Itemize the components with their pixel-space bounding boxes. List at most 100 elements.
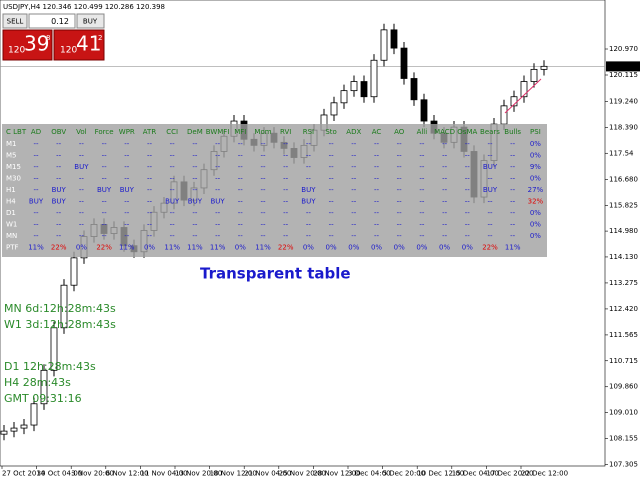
table-cell: 32% — [528, 198, 544, 206]
x-tick-label: 21 Nov 04:00 — [244, 470, 291, 478]
table-cell: -- — [397, 152, 403, 160]
table-cell: -- — [487, 198, 493, 206]
table-cell: -- — [510, 198, 516, 206]
table-cell: -- — [238, 186, 244, 194]
x-tick-label: 3 Dec 04:00 — [348, 470, 391, 478]
table-cell: 0% — [235, 244, 246, 252]
table-cell: -- — [124, 152, 130, 160]
table-cell: BUY — [165, 198, 180, 206]
current-price-label: 120.398 — [608, 62, 637, 70]
table-cell: -- — [397, 140, 403, 148]
table-cell: BUY — [52, 198, 67, 206]
candle-body — [360, 81, 368, 98]
table-cell: -- — [351, 198, 357, 206]
table-cell: BUY — [120, 186, 135, 194]
table-cell: 0% — [326, 244, 337, 252]
candle-body — [0, 430, 8, 435]
table-cell: -- — [238, 232, 244, 240]
table-cell: -- — [397, 209, 403, 217]
table-cell: -- — [33, 186, 39, 194]
table-cell: -- — [329, 140, 335, 148]
table-column-header: RSI — [303, 128, 314, 136]
table-row-label: D1 — [6, 209, 16, 217]
table-cell: 11% — [164, 244, 180, 252]
table-cell: -- — [465, 175, 471, 183]
timer: MN 6d:12h:28m:43s — [4, 302, 116, 315]
table-cell: -- — [170, 175, 176, 183]
table-cell: -- — [374, 209, 380, 217]
table-column-header: OsMA — [457, 128, 477, 136]
table-cell: -- — [192, 186, 198, 194]
table-cell: -- — [487, 140, 493, 148]
table-cell: 0% — [530, 152, 541, 160]
table-cell: -- — [124, 140, 130, 148]
table-cell: -- — [147, 163, 153, 171]
x-tick-label: 3 Nov 20:00 — [71, 470, 114, 478]
table-cell: -- — [124, 175, 130, 183]
table-cell: -- — [79, 198, 85, 206]
table-cell: -- — [102, 209, 108, 217]
table-cell: -- — [283, 163, 289, 171]
table-cell: -- — [170, 163, 176, 171]
table-cell: -- — [124, 209, 130, 217]
table-cell: -- — [215, 163, 221, 171]
table-cell: -- — [215, 140, 221, 148]
table-cell: -- — [510, 163, 516, 171]
buy-price-box[interactable] — [53, 29, 105, 61]
sell-price-main: 39 — [24, 32, 49, 56]
buy-button[interactable] — [76, 13, 105, 29]
table-cell: -- — [329, 152, 335, 160]
table-cell: -- — [260, 209, 266, 217]
table-column-header: Alli — [417, 128, 428, 136]
table-cell: -- — [374, 140, 380, 148]
table-cell: -- — [170, 186, 176, 194]
y-tick-label: 112.420 — [609, 305, 638, 313]
table-column-header: PSI — [530, 128, 541, 136]
table-cell: -- — [33, 221, 39, 229]
sell-label[interactable]: SELL — [7, 18, 24, 26]
candle-body — [420, 99, 428, 122]
buy-price-main: 41 — [76, 32, 101, 56]
x-tick-label: 13 Nov 20:00 — [175, 470, 222, 478]
table-cell: -- — [419, 198, 425, 206]
table-cell: -- — [374, 232, 380, 240]
table-cell: -- — [147, 140, 153, 148]
table-cell: -- — [192, 140, 198, 148]
annotation: Transparent table — [200, 265, 351, 283]
buy-label[interactable]: BUY — [83, 18, 98, 26]
table-cell: -- — [102, 221, 108, 229]
table-column-header: Mom — [254, 128, 271, 136]
table-cell: -- — [147, 186, 153, 194]
table-cell: 0% — [530, 140, 541, 148]
candle-body — [540, 65, 548, 70]
table-cell: -- — [283, 175, 289, 183]
table-cell: -- — [397, 163, 403, 171]
table-cell: -- — [487, 221, 493, 229]
table-column-header: AC — [372, 128, 382, 136]
table-cell: BUY — [301, 186, 316, 194]
table-cell: -- — [465, 232, 471, 240]
table-cell: -- — [56, 232, 62, 240]
sell-button[interactable] — [2, 13, 28, 29]
table-column-header: Bears — [480, 128, 500, 136]
table-cell: -- — [442, 232, 448, 240]
lot-value[interactable]: 0.12 — [51, 17, 69, 26]
y-tick-label: 118.390 — [609, 123, 638, 131]
table-cell: 0% — [416, 244, 427, 252]
sell-price-box[interactable] — [2, 29, 53, 61]
x-tick-label: 18 Nov 12:00 — [210, 470, 257, 478]
table-cell: -- — [306, 209, 312, 217]
table-cell: -- — [170, 221, 176, 229]
table-cell: -- — [147, 221, 153, 229]
lot-input[interactable] — [28, 13, 76, 29]
table-cell: -- — [374, 152, 380, 160]
table-cell: -- — [238, 152, 244, 160]
table-cell: -- — [124, 232, 130, 240]
table-column-header: AO — [394, 128, 405, 136]
table-cell: -- — [329, 198, 335, 206]
timers: MN 6d:12h:28m:43s W1 3d:12h:28m:43s D1 12h… — [4, 302, 116, 405]
table-cell: -- — [283, 186, 289, 194]
table-cell: -- — [283, 232, 289, 240]
table-cell: -- — [465, 198, 471, 206]
table-cell: -- — [79, 152, 85, 160]
